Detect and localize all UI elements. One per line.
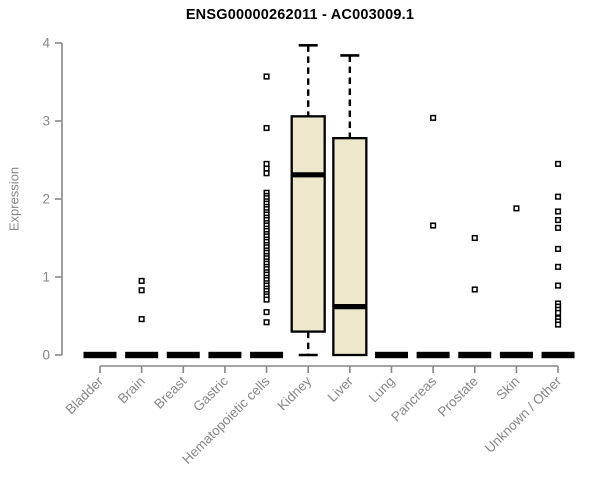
x-tick-label: Skin (493, 374, 522, 403)
outlier-point (513, 205, 520, 212)
chart-title: ENSG00000262011 - AC003009.1 (185, 7, 415, 23)
outlier-point (430, 114, 437, 121)
x-tick-label: Lung (366, 374, 398, 406)
y-tick-label: 3 (42, 114, 50, 129)
collapsed-box-bar (83, 351, 117, 359)
y-tick-label: 4 (42, 36, 50, 51)
box-iqr (332, 137, 368, 357)
collapsed-box-bar (541, 351, 575, 359)
collapsed-box-bar (250, 351, 284, 359)
collapsed-box-bar (374, 351, 408, 359)
collapsed-box-bar (416, 351, 450, 359)
outlier-point (471, 234, 478, 242)
outlier-point (554, 245, 562, 252)
outlier-point (263, 73, 270, 80)
y-tick-label: 1 (42, 270, 50, 285)
x-tick-label: Breast (151, 373, 189, 411)
outlier-point (263, 296, 270, 303)
x-tick-label: Gastric (190, 373, 231, 414)
outlier-point (430, 222, 437, 229)
collapsed-box-bar (125, 351, 159, 359)
y-tick-label: 0 (42, 348, 50, 363)
collapsed-box-bar (166, 351, 200, 359)
outlier-point (554, 263, 562, 270)
outlier-point (138, 316, 145, 323)
outlier-point (263, 319, 270, 326)
collapsed-box-bar (499, 351, 533, 359)
outlier-point (263, 165, 270, 172)
x-tick-label: Pancreas (388, 373, 439, 424)
outlier-point (554, 208, 562, 215)
outlier-point (471, 286, 478, 293)
x-tick-label: Prostate (435, 374, 481, 420)
outlier-point (263, 170, 270, 177)
x-tick-label: Liver (325, 373, 357, 405)
outlier-point (554, 160, 562, 167)
box-iqr (290, 115, 326, 333)
outlier-point (554, 193, 562, 200)
x-tick-label: Bladder (63, 373, 107, 417)
x-tick-label: Kidney (275, 373, 315, 413)
outlier-point (554, 217, 562, 224)
outlier-point (263, 160, 270, 167)
outlier-point (263, 124, 270, 132)
outlier-point (554, 224, 562, 231)
y-tick-label: 2 (42, 192, 50, 207)
outlier-point (554, 309, 562, 316)
outlier-point (138, 277, 145, 284)
x-tick-label: Brain (115, 374, 148, 407)
outlier-point (554, 321, 562, 328)
collapsed-box-bar (208, 351, 242, 359)
outlier-point (554, 282, 562, 289)
outlier-point (263, 309, 270, 316)
x-tick-label: Unknown / Other (482, 373, 565, 456)
collapsed-box-bar (458, 351, 492, 359)
outlier-point (138, 287, 145, 294)
